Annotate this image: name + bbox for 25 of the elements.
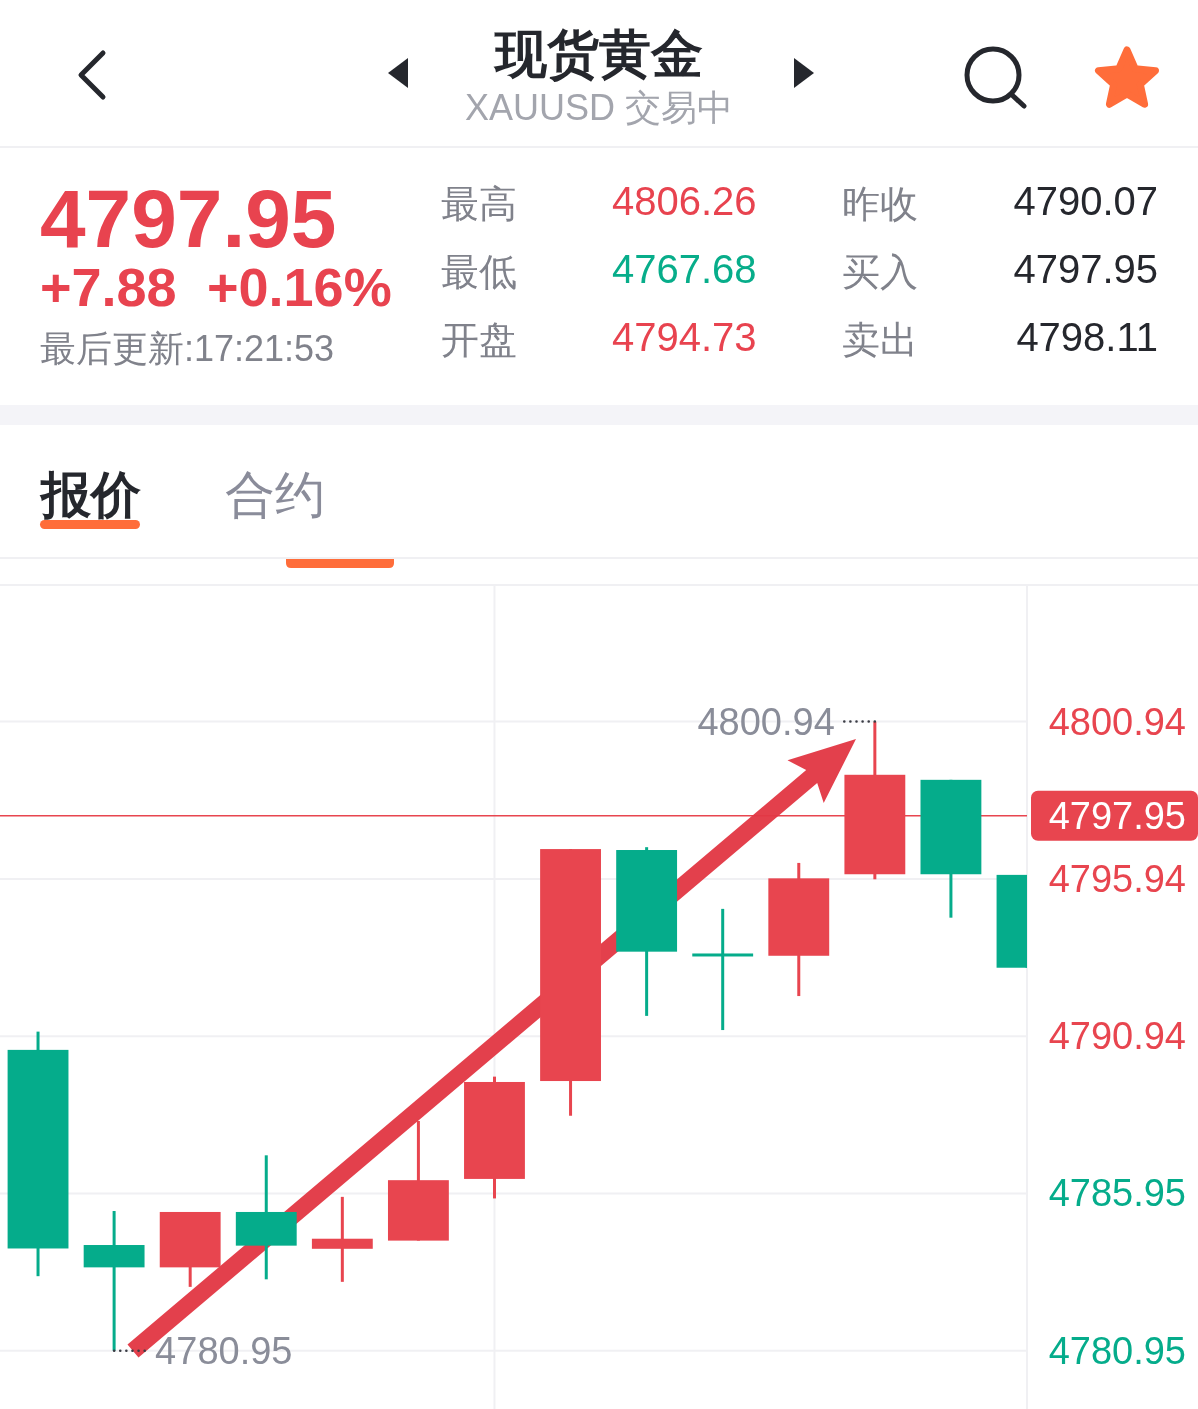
text: 4767.68: [612, 247, 757, 291]
text: 报价: [39, 467, 141, 523]
y-tick-label: 4785.95: [1048, 1172, 1186, 1215]
y-tick-label: 4790.94: [1048, 1015, 1186, 1058]
text: 4794.73: [612, 315, 757, 359]
text: 最高: [441, 183, 517, 225]
text: 现货黄金: [493, 25, 703, 83]
text: 4806.26: [612, 179, 757, 223]
y-tick-label: 4780.95: [1048, 1329, 1186, 1372]
text: 4798.11: [1016, 315, 1158, 359]
text: 卖出: [842, 319, 918, 361]
text: 4790.07: [1013, 179, 1158, 223]
text: XAUUSD 交易中: [464, 87, 734, 128]
text: 最后更新:17:21:53: [40, 328, 335, 369]
text: 昨收: [842, 183, 918, 225]
text: 最低: [441, 251, 517, 293]
annotation: 4800.94: [697, 700, 835, 743]
y-tick-label: 4800.94: [1048, 700, 1186, 743]
ref-line-label: 4797.95: [1048, 794, 1186, 837]
annotation: 4780.95: [155, 1329, 293, 1372]
text: 开盘: [441, 319, 517, 361]
text: 买入: [842, 251, 918, 293]
y-tick-label: 4795.94: [1048, 857, 1186, 900]
text: 合约: [225, 467, 325, 523]
text: 4797.95: [1013, 247, 1158, 291]
